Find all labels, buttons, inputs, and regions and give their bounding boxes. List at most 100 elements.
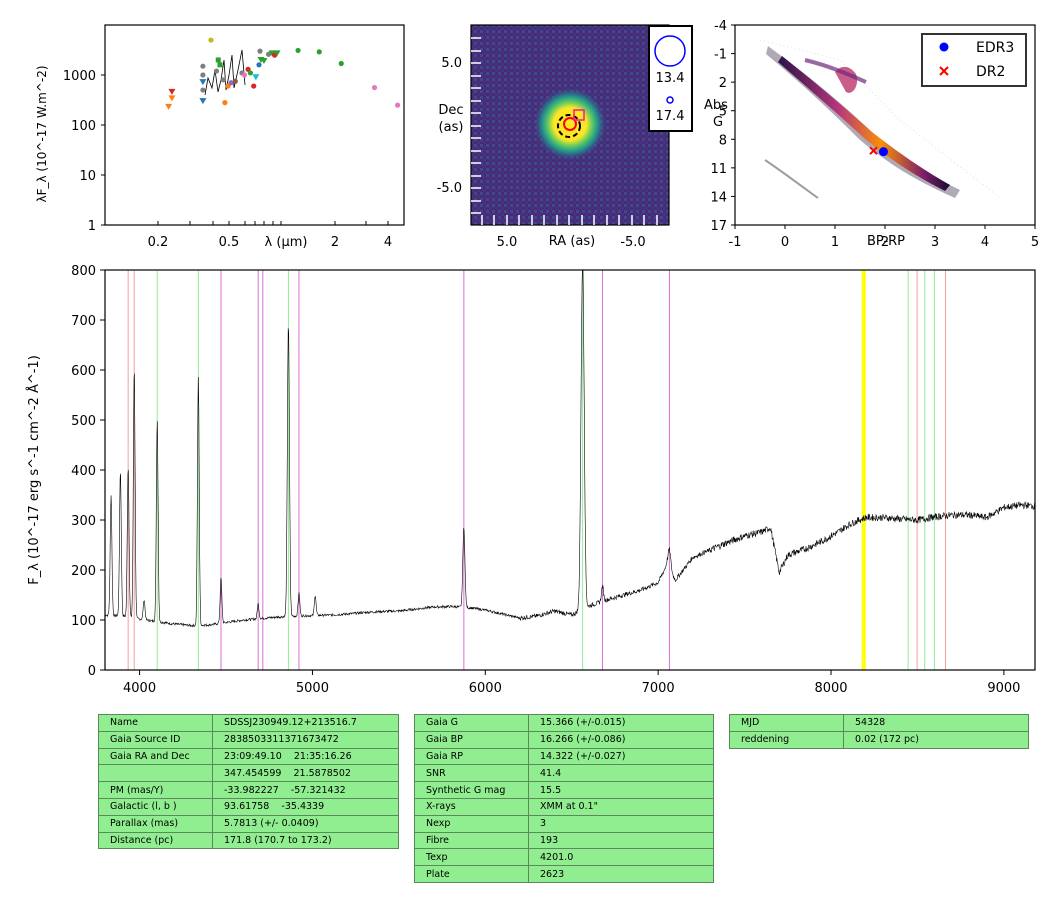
table-key-cell: Nexp [414,814,529,833]
table-row: Nexp 3 [414,814,714,833]
sed-point [239,70,245,76]
sed-point [213,68,220,74]
observation-table: MJD 54328 reddening 0.02 (172 pc) [729,714,1029,749]
image-ylabel: Dec [438,103,463,118]
cmd-ytick-label: 14 [710,190,727,205]
sed-point [272,52,278,58]
sed-point [241,72,248,78]
sed-ytick-label: 1000 [63,69,96,84]
table-key-cell: Gaia RA and Dec [98,747,213,766]
table-value-cell: 4201.0 [528,848,714,867]
cmd-edr3-point [879,147,888,157]
table-key-cell: Parallax (mas) [98,814,213,833]
spectrum-ylabel: F_λ (10^-17 erg s^-1 cm^-2 Å^-1) [26,355,42,585]
cmd-xtick-labels: -1 0 1 2 3 4 5 [729,235,1040,250]
table-row: 347.454599 21.5878502 [98,764,399,783]
image-ytick-label: 5.0 [441,56,462,71]
table-value-cell: 5.7813 (+/- 0.0409) [212,814,399,833]
table-row: Distance (pc) 171.8 (170.7 to 173.2) [98,831,399,850]
image-xlabel: RA (as) [549,234,595,249]
table-row: Parallax (mas) 5.7813 (+/- 0.0409) [98,814,399,833]
sed-point [217,62,223,68]
sed-point [395,102,401,108]
table-key-cell: Gaia Source ID [98,730,213,749]
table-key-cell: Name [98,714,213,732]
cmd-xtick-label: 5 [1031,235,1039,250]
table-key-cell: X-rays [414,797,529,816]
edr3-position-circle [563,117,577,131]
sed-point [338,60,344,67]
cmd-ytick-label: 11 [710,162,727,177]
table-row: SNR 41.4 [414,764,714,783]
image-axes-frame [470,24,670,226]
spectrum-series-line [104,269,1036,628]
spectrum-ytick-label: 200 [71,564,96,579]
table-value-cell: 3 [528,814,714,833]
source-info-table: Name SDSSJ230949.12+213516.7 Gaia Source I… [98,714,399,850]
table-row: Fibre 193 [414,831,714,850]
table-value-cell: 2623 [528,865,714,883]
table-value-cell: 16.266 (+/-0.086) [528,730,714,749]
cmd-panel: -1 0 1 2 3 4 5 -4 -1 2 5 8 11 14 17 Abs G BP-RP EDR3 … [704,19,1039,250]
image-xtick-marks [481,215,658,225]
sed-point [295,47,301,54]
table-row: Galactic (l, b ) 93.61758 -35.4339 [98,797,399,816]
table-row: reddening 0.02 (172 pc) [729,730,1029,749]
table-key-cell: Gaia BP [414,730,529,749]
legend-bright-mag: 13.4 [656,71,685,86]
spectrum-ytick-labels: 0 100 200 300 400 500 600 700 800 [71,264,96,679]
spectrum-ytick-label: 100 [71,614,96,629]
spectrum-xtick-label: 5000 [296,681,329,696]
table-row: Gaia RP 14.322 (+/-0.027) [414,747,714,766]
spectrum-ytick-label: 700 [71,314,96,329]
table-row: MJD 54328 [729,714,1029,732]
sed-point [222,100,228,106]
sed-point [200,87,206,93]
cmd-axes-frame [734,24,1036,226]
spectrum-xtick-label: 8000 [814,681,847,696]
table-key-cell: MJD [729,714,844,732]
table-value-cell: SDSSJ230949.12+213516.7 [212,714,399,732]
dr2-position-circle [557,114,581,138]
spectrum-tick-marks [100,269,1005,675]
table-row: Plate 2623 [414,865,714,883]
sed-xtick-label: 0.2 [148,235,169,250]
table-key-cell: reddening [729,730,844,749]
spectrum-panel: 4000 5000 6000 7000 8000 9000 0 100 200 300 400 50… [26,264,1036,696]
table-row: Synthetic G mag 15.5 [414,781,714,799]
sed-point [371,84,378,91]
sed-point [268,50,276,57]
sed-point [199,79,207,86]
spectrum-xtick-labels: 4000 5000 6000 7000 8000 9000 [123,681,1020,696]
spectrum-xtick-label: 9000 [987,681,1020,696]
spectrum-xtick-label: 7000 [642,681,675,696]
spectrum-line-markers [127,270,946,670]
cmd-ytick-label: -1 [714,48,727,63]
sed-point [168,95,176,102]
image-panel: 5.0 -5.0 Dec (as) 5.0 RA (as) -5.0 13.4 … [437,24,693,250]
target-marker-square [573,109,585,121]
spectrum-xtick-label: 6000 [469,681,502,696]
cmd-ylabel: Abs [704,98,728,113]
table-key-cell: Gaia G [414,714,529,732]
cmd-xtick-label: 0 [781,235,789,250]
sed-point [247,70,253,76]
table-value-cell: XMM at 0.1" [528,797,714,816]
sed-point [265,51,272,57]
sed-xtick-label: 2 [331,235,339,250]
sed-point [316,49,322,55]
table-key-cell: Plate [414,865,529,883]
star-blob [534,88,606,160]
sed-plot: 1000 100 10 1 0.2 0.5 λ (μm) 2 4 λF_λ (1… [35,24,405,250]
sed-point [273,50,281,57]
image-xtick-label: -5.0 [620,235,645,250]
sed-point [252,74,260,81]
table-key-cell: Gaia RP [414,747,529,766]
image-ytick-label: -5.0 [437,181,462,196]
cmd-ytick-label: -4 [714,19,727,34]
spectrum-axes-frame [104,269,1036,671]
table-value-cell: 2838503311371673472 [212,730,399,749]
table-key-cell: Fibre [414,831,529,850]
table-value-cell: 347.454599 21.5878502 [212,764,399,783]
table-row: Gaia RA and Dec 23:09:49.10 21:35:16.26 [98,747,399,766]
